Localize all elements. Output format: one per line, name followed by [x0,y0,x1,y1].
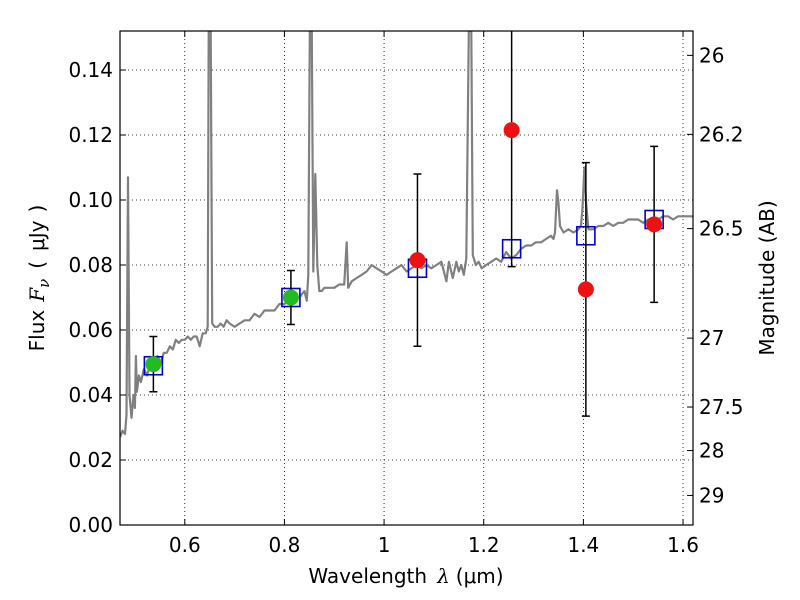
plot-area [120,31,693,438]
x-tick-label: 1 [378,533,391,557]
y-tick-label: 0.10 [68,188,113,212]
y2-tick-label: 28 [699,439,724,463]
x-axis-label: Wavelength λ (μm) [308,564,503,588]
observed-photometry-point [577,281,594,298]
x-tick-label: 0.8 [269,533,301,557]
y-axis-label-unit: μJy [25,220,49,251]
observed-photometry-point [145,356,162,373]
y-tick-label: 0.08 [68,253,113,277]
x-axis-label-symbol: λ [436,564,450,588]
y-axis-label: Flux Fν ( μJy) [25,205,53,352]
observed-photometry-point [282,289,299,306]
y2-tick-label: 26.5 [699,217,744,241]
y-tick-label: 0.00 [68,513,113,537]
model-spectrum-line [120,31,693,438]
y2-tick-label: 26 [699,43,724,67]
x-axis-label-text: Wavelength [308,564,427,588]
observed-photometry-point [409,252,426,269]
y-axis-label-symbol: F [25,287,49,303]
axis-ticks: 0.6 0.8 1 1.2 1.4 1.6 0.00 0.02 0.04 0.06 0.08 0.10… [68,31,744,557]
y2-tick-label: 27.5 [699,395,744,419]
plot-frame [119,30,694,526]
x-tick-label: 1.6 [667,533,699,557]
observed-photometry-point [646,216,663,233]
x-axis-label-unit: (μm) [456,564,504,588]
y-axis-label-subscript: ν [35,279,53,288]
x-tick-label: 0.6 [169,533,201,557]
observed-photometry-point [503,122,520,139]
y-tick-label: 0.06 [68,318,113,342]
y2-axis-label: Magnitude (AB) [755,200,779,355]
y-tick-label: 0.04 [68,383,113,407]
y-tick-label: 0.02 [68,448,113,472]
x-tick-label: 1.2 [468,533,500,557]
y2-tick-label: 27 [699,326,724,350]
y2-tick-label: 29 [699,483,724,507]
x-tick-label: 1.4 [567,533,599,557]
y2-tick-label: 26.2 [699,122,744,146]
y-tick-label: 0.12 [68,123,113,147]
y-axis-label-unit-open: ( [25,261,49,269]
y-tick-label: 0.14 [68,58,113,82]
y-axis-label-text: Flux [25,310,49,352]
y-axis-label-unit-close: ) [25,205,49,213]
